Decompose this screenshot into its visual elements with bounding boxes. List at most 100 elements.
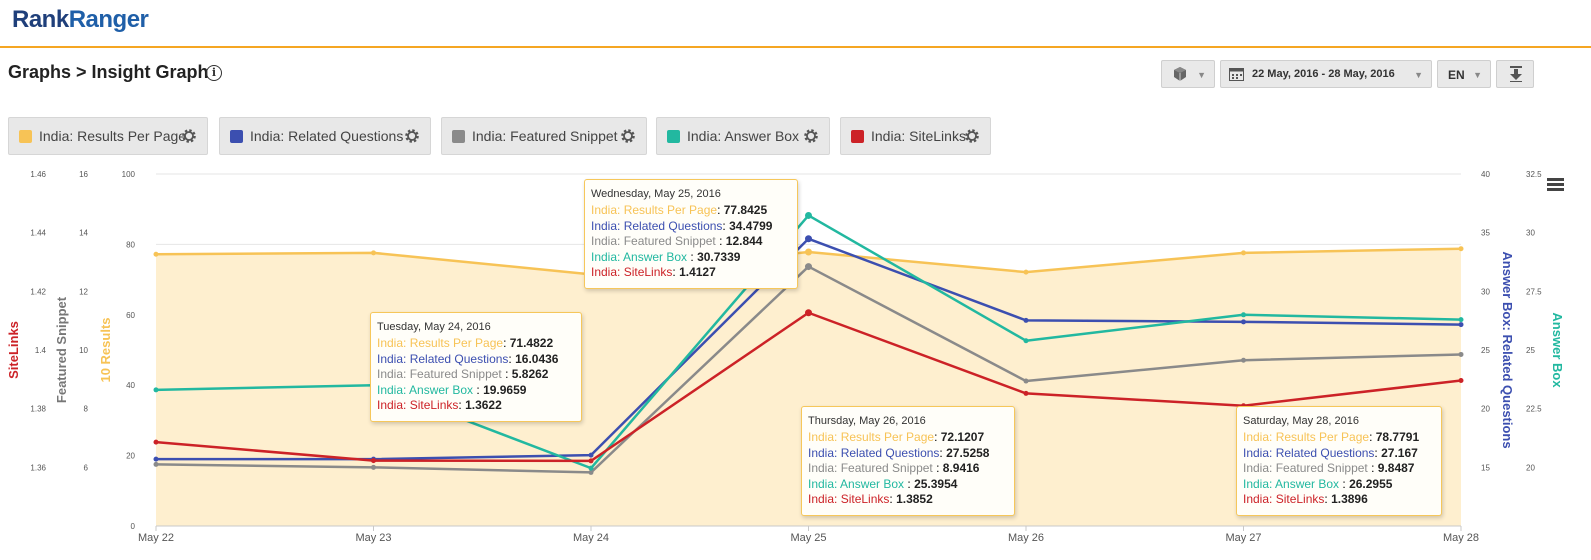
y-tick-label: 40 — [126, 381, 135, 390]
tooltip-value: 19.9659 — [483, 382, 527, 397]
y-tick-label: 20 — [126, 452, 135, 461]
tooltip-value: 8.9416 — [942, 461, 980, 475]
page-title: Graphs > Insight Graph — [8, 62, 209, 82]
info-icon[interactable]: i — [206, 65, 222, 81]
gear-icon[interactable] — [803, 128, 819, 144]
series-point — [153, 456, 159, 462]
tooltip-value: 1.4127 — [679, 265, 716, 279]
y-tick-label: 32.5 — [1526, 170, 1542, 179]
tooltip-row: India: Answer Box : 25.3954 — [808, 476, 958, 491]
series-point — [588, 469, 594, 475]
tooltip-value: 30.7339 — [697, 249, 741, 264]
y-tick-label: 6 — [84, 463, 89, 472]
legend-item-answer-box[interactable]: India: Answer Box — [656, 117, 830, 155]
view-dropdown[interactable]: ▼ — [1161, 60, 1215, 88]
y-tick-label: 1.44 — [30, 229, 46, 238]
tooltip-label: India: SiteLinks — [808, 492, 890, 506]
series-point — [371, 458, 376, 464]
y-tick-label: 8 — [84, 405, 89, 414]
chart-menu-icon[interactable] — [1547, 178, 1564, 192]
series-point — [1241, 319, 1246, 325]
tooltip-value: 71.4822 — [509, 336, 554, 350]
tooltip-value: 27.5258 — [946, 445, 990, 460]
tooltip-label: India: Results Per Page — [808, 430, 935, 444]
tooltip-label: India: Featured Snippet — [377, 367, 506, 381]
tooltip-label: India: Answer Box — [1243, 476, 1343, 491]
tooltip-value: 78.7791 — [1375, 430, 1420, 444]
download-button[interactable] — [1496, 60, 1534, 88]
tooltip-label: India: SiteLinks — [377, 398, 459, 412]
legend-swatch — [667, 130, 680, 143]
tooltip-label: India: Related Questions — [1243, 445, 1375, 460]
x-tick-label: May 25 — [790, 532, 826, 544]
tooltip-label: India: Answer Box — [377, 382, 477, 397]
series-point — [153, 461, 159, 467]
tooltip-label: India: SiteLinks — [591, 265, 673, 279]
gear-icon[interactable] — [181, 128, 197, 144]
y-tick-label: 20 — [1481, 405, 1490, 414]
date-range-picker[interactable]: 22 May, 2016 - 28 May, 2016 ▼ — [1220, 60, 1432, 88]
y-tick-label: 25 — [1481, 346, 1490, 355]
tooltip-value: 9.8487 — [1377, 461, 1415, 475]
y-tick-label: 25 — [1526, 346, 1535, 355]
tooltip-row: India: Related Questions: 27.167 — [1243, 445, 1418, 460]
rankranger-logo[interactable]: RankRanger — [12, 6, 149, 34]
y-tick-label: 16 — [79, 170, 88, 179]
legend-item-results-per-page[interactable]: India: Results Per Page — [8, 117, 208, 155]
legend-item-related-questions[interactable]: India: Related Questions — [219, 117, 431, 155]
tooltip-row: India: Related Questions: 16.0436 — [377, 351, 559, 366]
tooltip-row: India: Results Per Page: 71.4822 — [377, 336, 554, 350]
tooltip-value: 27.167 — [1381, 445, 1418, 460]
series-point — [805, 248, 812, 256]
series-point — [1458, 322, 1464, 328]
x-tick-label: May 26 — [1008, 532, 1044, 544]
legend-swatch — [19, 130, 32, 143]
y-tick-label: 40 — [1481, 170, 1490, 179]
y-tick-label: 1.46 — [30, 170, 46, 179]
y-tick-label: 27.5 — [1526, 287, 1542, 296]
tooltip-date: Thursday, May 26, 2016 — [808, 415, 926, 427]
y-tick-label: 0 — [131, 522, 136, 531]
legend-item-sitelinks[interactable]: India: SiteLinks — [840, 117, 991, 155]
y-tick-label: 30 — [1526, 229, 1535, 238]
gear-icon[interactable] — [964, 128, 980, 144]
tooltip-label: India: Answer Box — [808, 476, 908, 491]
y-tick-label: 14 — [79, 229, 88, 238]
y-tick-label: 60 — [126, 311, 135, 320]
calendar-icon — [1229, 68, 1244, 81]
gear-icon[interactable] — [404, 128, 420, 144]
tooltip-label: India: Related Questions — [377, 351, 509, 366]
series-point — [1458, 246, 1464, 252]
tooltip-row: India: Results Per Page: 77.8425 — [591, 203, 768, 217]
y-tick-label: 22.5 — [1526, 405, 1542, 414]
chevron-down-icon: ▼ — [1473, 70, 1482, 80]
tooltip-value: 1.3852 — [896, 492, 933, 506]
y-tick-label: 100 — [122, 170, 136, 179]
series-point — [1241, 250, 1246, 256]
tooltip-label: India: Results Per Page — [591, 203, 718, 217]
legend-item-featured-snippet[interactable]: India: Featured Snippet — [441, 117, 647, 155]
tooltip-label: India: Featured Snippet — [1243, 461, 1372, 475]
tooltip-may-26: Thursday, May 26, 2016 India: Results Pe… — [801, 406, 1015, 516]
y-axis-title: Answer Box — [1550, 312, 1565, 388]
tooltip-value: 25.3954 — [914, 476, 958, 491]
y-tick-label: 1.38 — [30, 405, 46, 414]
legend-label: India: Results Per Page — [39, 128, 187, 144]
legend-label: India: Featured Snippet — [472, 128, 618, 144]
series-point — [805, 211, 812, 219]
tooltip-value: 16.0436 — [515, 351, 559, 366]
tooltip-row: India: Featured Snippet : 9.8487 — [1243, 461, 1415, 475]
series-point — [1023, 269, 1029, 275]
top-bar: RankRanger — [0, 0, 1591, 48]
series-point — [805, 235, 812, 243]
tooltip-may-25: Wednesday, May 25, 2016 India: Results P… — [584, 179, 798, 289]
tooltip-label: India: Answer Box — [591, 249, 691, 264]
gear-icon[interactable] — [620, 128, 636, 144]
tooltip-row: India: SiteLinks: 1.3622 — [377, 398, 502, 412]
language-dropdown[interactable]: EN ▼ — [1437, 60, 1491, 88]
legend-label: India: Answer Box — [687, 128, 800, 144]
logo-text-rank: Rank — [12, 6, 69, 33]
tooltip-value: 5.8262 — [511, 367, 549, 381]
chevron-down-icon: ▼ — [1414, 70, 1423, 80]
tooltip-label: India: Related Questions — [591, 218, 723, 233]
